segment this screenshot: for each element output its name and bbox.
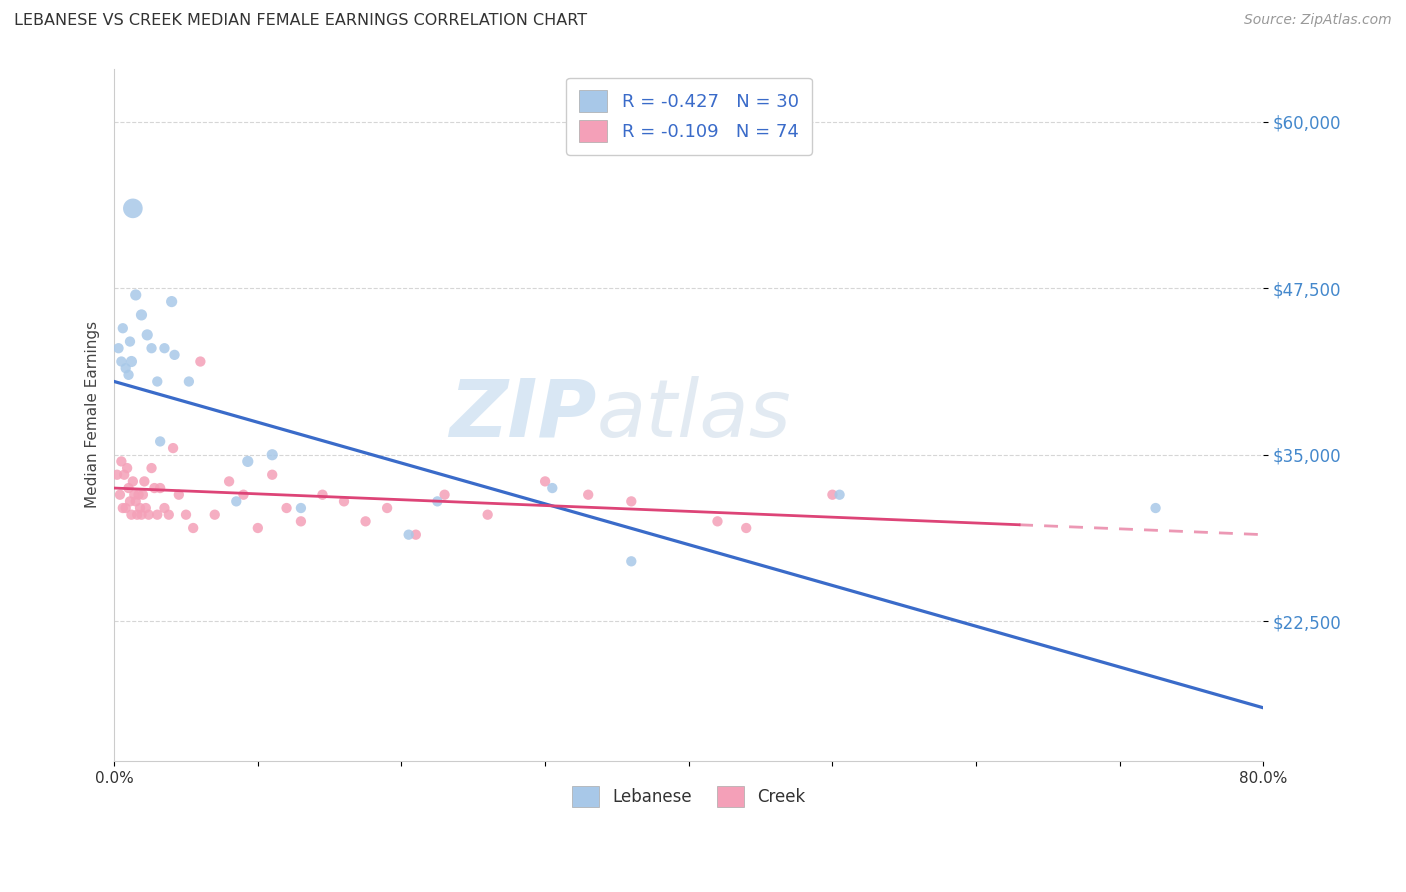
- Point: [290, 501, 312, 516]
- Point: [398, 527, 420, 541]
- Point: [120, 508, 142, 522]
- Point: [110, 354, 132, 368]
- Point: [333, 494, 356, 508]
- Point: [163, 348, 186, 362]
- Point: [117, 368, 139, 382]
- Point: [129, 501, 152, 516]
- Point: [232, 488, 254, 502]
- Point: [132, 488, 155, 502]
- Point: [111, 321, 134, 335]
- Point: [141, 461, 163, 475]
- Point: [167, 488, 190, 502]
- Point: [426, 494, 449, 508]
- Point: [118, 334, 141, 349]
- Text: LEBANESE VS CREEK MEDIAN FEMALE EARNINGS CORRELATION CHART: LEBANESE VS CREEK MEDIAN FEMALE EARNINGS…: [14, 13, 588, 29]
- Point: [143, 481, 166, 495]
- Text: Source: ZipAtlas.com: Source: ZipAtlas.com: [1244, 13, 1392, 28]
- Point: [311, 488, 333, 502]
- Point: [153, 501, 176, 516]
- Point: [236, 454, 259, 468]
- Point: [157, 508, 180, 522]
- Point: [375, 501, 398, 516]
- Point: [121, 202, 143, 216]
- Point: [114, 361, 136, 376]
- Point: [534, 475, 557, 489]
- Point: [125, 494, 148, 508]
- Point: [110, 454, 132, 468]
- Point: [135, 501, 157, 516]
- Point: [181, 521, 204, 535]
- Point: [128, 488, 150, 502]
- Point: [112, 467, 135, 482]
- Point: [735, 521, 758, 535]
- Point: [262, 467, 284, 482]
- Point: [276, 501, 298, 516]
- Point: [174, 508, 197, 522]
- Point: [821, 488, 844, 502]
- Point: [620, 494, 643, 508]
- Point: [114, 501, 136, 516]
- Point: [433, 488, 456, 502]
- Point: [177, 375, 200, 389]
- Point: [146, 508, 169, 522]
- Point: [1144, 501, 1167, 516]
- Point: [134, 475, 156, 489]
- Y-axis label: Median Female Earnings: Median Female Earnings: [86, 321, 100, 508]
- Point: [138, 508, 160, 522]
- Text: ZIP: ZIP: [450, 376, 596, 454]
- Legend: Lebanese, Creek: Lebanese, Creek: [564, 778, 814, 815]
- Point: [149, 434, 172, 449]
- Point: [576, 488, 599, 502]
- Point: [108, 488, 131, 502]
- Point: [620, 554, 643, 568]
- Point: [706, 514, 728, 528]
- Point: [121, 475, 143, 489]
- Point: [225, 494, 247, 508]
- Point: [125, 288, 148, 302]
- Point: [120, 354, 142, 368]
- Point: [107, 341, 129, 355]
- Point: [477, 508, 499, 522]
- Point: [160, 294, 183, 309]
- Point: [105, 467, 128, 482]
- Point: [354, 514, 377, 528]
- Point: [124, 488, 146, 502]
- Point: [246, 521, 269, 535]
- Point: [262, 448, 284, 462]
- Text: atlas: atlas: [596, 376, 792, 454]
- Point: [131, 508, 153, 522]
- Point: [828, 488, 851, 502]
- Point: [146, 375, 169, 389]
- Point: [149, 481, 172, 495]
- Point: [136, 327, 159, 342]
- Point: [111, 501, 134, 516]
- Point: [153, 341, 176, 355]
- Point: [204, 508, 226, 522]
- Point: [117, 481, 139, 495]
- Point: [190, 354, 212, 368]
- Point: [162, 441, 184, 455]
- Point: [127, 508, 149, 522]
- Point: [405, 527, 427, 541]
- Point: [141, 341, 163, 355]
- Point: [118, 494, 141, 508]
- Point: [115, 461, 138, 475]
- Point: [290, 514, 312, 528]
- Point: [218, 475, 240, 489]
- Point: [541, 481, 564, 495]
- Point: [131, 308, 153, 322]
